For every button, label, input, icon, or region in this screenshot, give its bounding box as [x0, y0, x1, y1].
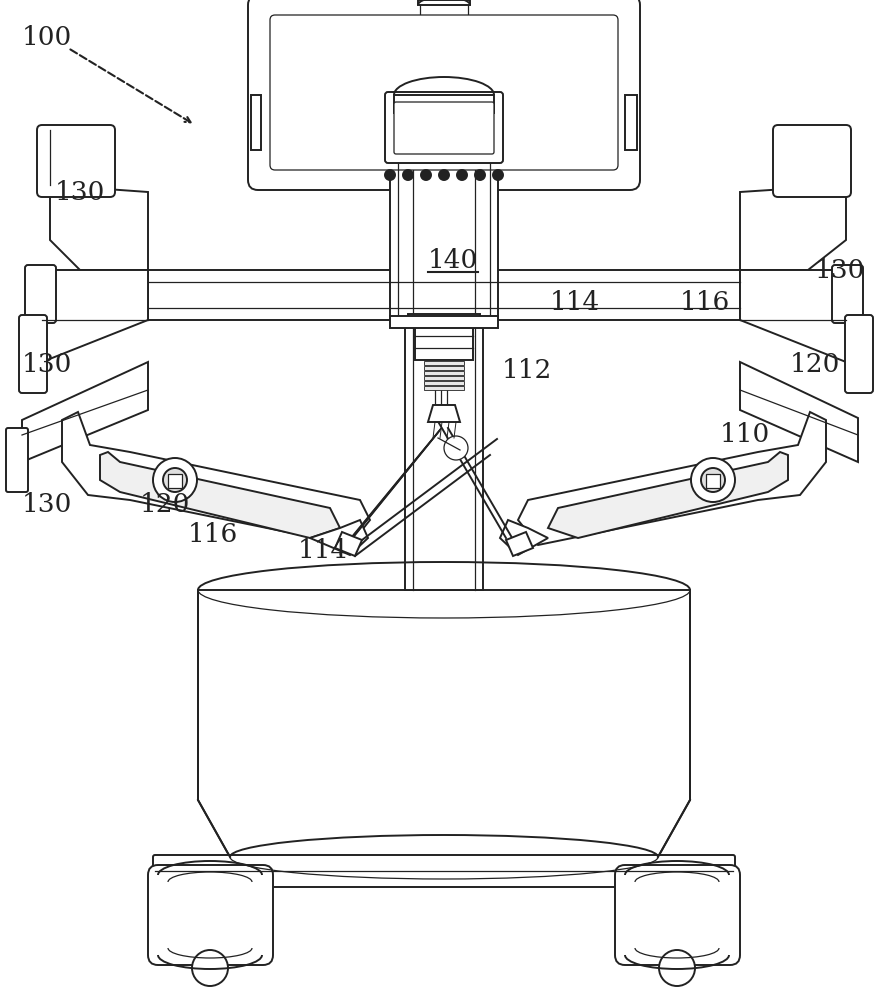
Circle shape	[457, 170, 467, 180]
Bar	[405, 110, 483, 590]
Polygon shape	[148, 270, 740, 320]
Text: 114: 114	[298, 538, 348, 563]
FancyBboxPatch shape	[6, 428, 28, 492]
Circle shape	[691, 458, 735, 502]
Text: 130: 130	[22, 352, 73, 377]
Circle shape	[439, 170, 449, 180]
Polygon shape	[62, 412, 370, 545]
Bar	[394, 95, 494, 113]
Bar	[390, 316, 498, 328]
Polygon shape	[500, 520, 548, 555]
Text: 110: 110	[720, 422, 770, 447]
Bar	[415, 318, 473, 360]
Bar	[424, 386, 464, 390]
Polygon shape	[335, 532, 362, 556]
Text: 116: 116	[680, 290, 730, 315]
FancyBboxPatch shape	[153, 855, 735, 887]
Bar	[706, 474, 720, 488]
Polygon shape	[22, 362, 148, 462]
Text: 112: 112	[502, 358, 552, 383]
Bar	[424, 366, 464, 370]
Circle shape	[421, 170, 431, 180]
Polygon shape	[198, 590, 690, 857]
Bar	[251, 95, 261, 150]
Circle shape	[163, 468, 187, 492]
FancyBboxPatch shape	[148, 865, 273, 965]
Circle shape	[444, 436, 468, 460]
FancyBboxPatch shape	[394, 102, 494, 154]
Polygon shape	[390, 160, 498, 320]
FancyBboxPatch shape	[37, 125, 115, 197]
Circle shape	[701, 468, 725, 492]
Bar	[408, 314, 480, 322]
Polygon shape	[740, 362, 858, 462]
Bar	[424, 376, 464, 380]
Polygon shape	[506, 532, 533, 556]
Bar	[625, 95, 637, 150]
FancyBboxPatch shape	[773, 125, 851, 197]
Polygon shape	[428, 405, 460, 422]
Polygon shape	[740, 270, 846, 362]
FancyBboxPatch shape	[845, 315, 873, 393]
Text: 100: 100	[22, 25, 72, 50]
FancyBboxPatch shape	[19, 315, 47, 393]
Polygon shape	[518, 412, 826, 545]
Bar	[424, 371, 464, 375]
Bar	[168, 474, 182, 488]
Circle shape	[403, 170, 413, 180]
Text: 130: 130	[815, 258, 866, 283]
Polygon shape	[100, 452, 340, 538]
Polygon shape	[740, 185, 846, 270]
Polygon shape	[50, 185, 148, 270]
Text: 140: 140	[428, 248, 479, 273]
Polygon shape	[548, 452, 788, 538]
Polygon shape	[50, 270, 148, 320]
Circle shape	[192, 950, 228, 986]
Bar	[424, 381, 464, 385]
Text: 120: 120	[140, 492, 190, 517]
Circle shape	[659, 950, 695, 986]
Polygon shape	[418, 0, 470, 5]
Text: 130: 130	[22, 492, 73, 517]
Polygon shape	[310, 520, 368, 555]
Circle shape	[493, 170, 503, 180]
Polygon shape	[42, 270, 148, 362]
Text: 114: 114	[550, 290, 600, 315]
FancyBboxPatch shape	[270, 15, 618, 170]
Polygon shape	[740, 270, 838, 320]
FancyBboxPatch shape	[832, 265, 863, 323]
Text: 120: 120	[790, 352, 840, 377]
Text: 116: 116	[188, 522, 238, 547]
Circle shape	[385, 170, 395, 180]
Circle shape	[153, 458, 197, 502]
FancyBboxPatch shape	[25, 265, 56, 323]
FancyBboxPatch shape	[615, 865, 740, 965]
Bar	[424, 361, 464, 365]
Circle shape	[475, 170, 485, 180]
FancyBboxPatch shape	[248, 0, 640, 190]
FancyBboxPatch shape	[385, 92, 503, 163]
Text: 130: 130	[55, 180, 106, 205]
